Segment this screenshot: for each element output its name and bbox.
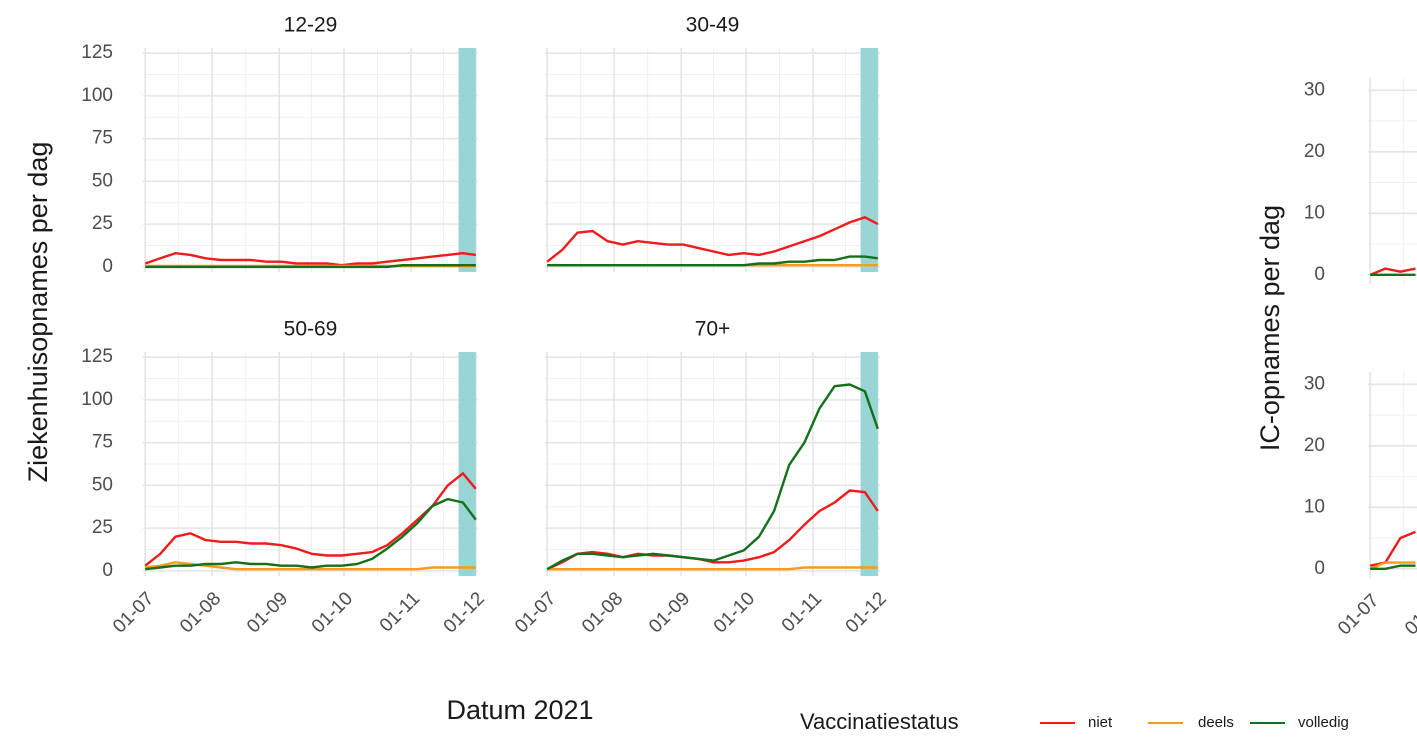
y-tick-label: 100 xyxy=(81,389,113,410)
x-tick-label: 01-12 xyxy=(440,588,489,637)
y-tick-label: 100 xyxy=(81,85,113,106)
legend-title: Vaccinatiestatus xyxy=(800,709,959,734)
highlight-band xyxy=(860,352,878,576)
series-line xyxy=(144,472,477,567)
y-tick-label: 10 xyxy=(1304,496,1325,517)
series-line xyxy=(1369,267,1416,276)
y-tick-label: 50 xyxy=(92,474,113,495)
y-tick-label: 125 xyxy=(81,346,113,367)
highlight-band xyxy=(458,352,476,576)
facet-title: 12-29 xyxy=(284,14,338,37)
y-tick-label: 0 xyxy=(102,256,113,277)
series-line xyxy=(547,566,878,571)
y-tick-label: 20 xyxy=(1304,141,1325,162)
series-line xyxy=(1370,564,1416,570)
y-tick-label: 30 xyxy=(1304,79,1325,100)
series-line xyxy=(547,255,878,267)
y-axis-title: IC-opnames per dag xyxy=(1255,205,1285,451)
highlight-band xyxy=(860,48,878,272)
y-tick-label: 50 xyxy=(92,170,113,191)
series-line xyxy=(1369,561,1416,570)
x-tick-label: 01-10 xyxy=(308,588,357,637)
x-tick-label: 01-08 xyxy=(1401,590,1417,639)
y-tick-label: 125 xyxy=(81,42,113,63)
x-axis-title: Datum 2021 xyxy=(446,695,593,725)
series-line xyxy=(144,252,476,267)
y-tick-label: 75 xyxy=(92,128,113,149)
x-tick-label: 01-07 xyxy=(109,588,158,637)
x-tick-label: 01-11 xyxy=(376,588,424,636)
facet-title: 50-69 xyxy=(284,318,338,341)
y-tick-label: 75 xyxy=(92,432,113,453)
y-tick-label: 0 xyxy=(102,560,113,581)
legend-label: niet xyxy=(1088,714,1113,731)
legend-label: volledig xyxy=(1298,714,1349,731)
y-tick-label: 0 xyxy=(1314,558,1325,579)
x-tick-label: 01-09 xyxy=(243,588,292,637)
series-line xyxy=(145,497,477,571)
y-tick-label: 20 xyxy=(1304,435,1325,456)
facet-title: 70+ xyxy=(695,318,731,341)
y-tick-label: 25 xyxy=(92,213,113,234)
x-tick-label: 01-07 xyxy=(1334,590,1383,639)
facet-title: 30-49 xyxy=(686,14,740,37)
x-tick-label: 01-09 xyxy=(645,588,694,637)
y-tick-label: 10 xyxy=(1304,202,1325,223)
x-tick-label: 01-08 xyxy=(176,588,225,637)
highlight-band xyxy=(458,48,476,272)
series-line xyxy=(546,489,879,571)
series-line xyxy=(546,216,879,263)
legend-label: deels xyxy=(1198,714,1234,731)
y-axis-title: Ziekenhuisopnames per dag xyxy=(23,142,53,483)
y-tick-label: 25 xyxy=(92,517,113,538)
y-tick-label: 30 xyxy=(1304,373,1325,394)
series-line xyxy=(1369,530,1416,567)
x-tick-label: 01-12 xyxy=(842,588,891,637)
series-line xyxy=(546,383,879,571)
x-tick-label: 01-10 xyxy=(710,588,759,637)
x-tick-label: 01-07 xyxy=(511,588,560,637)
x-tick-label: 01-11 xyxy=(778,588,826,636)
y-tick-label: 0 xyxy=(1314,264,1325,285)
series-line xyxy=(145,264,476,269)
x-tick-label: 01-08 xyxy=(578,588,627,637)
